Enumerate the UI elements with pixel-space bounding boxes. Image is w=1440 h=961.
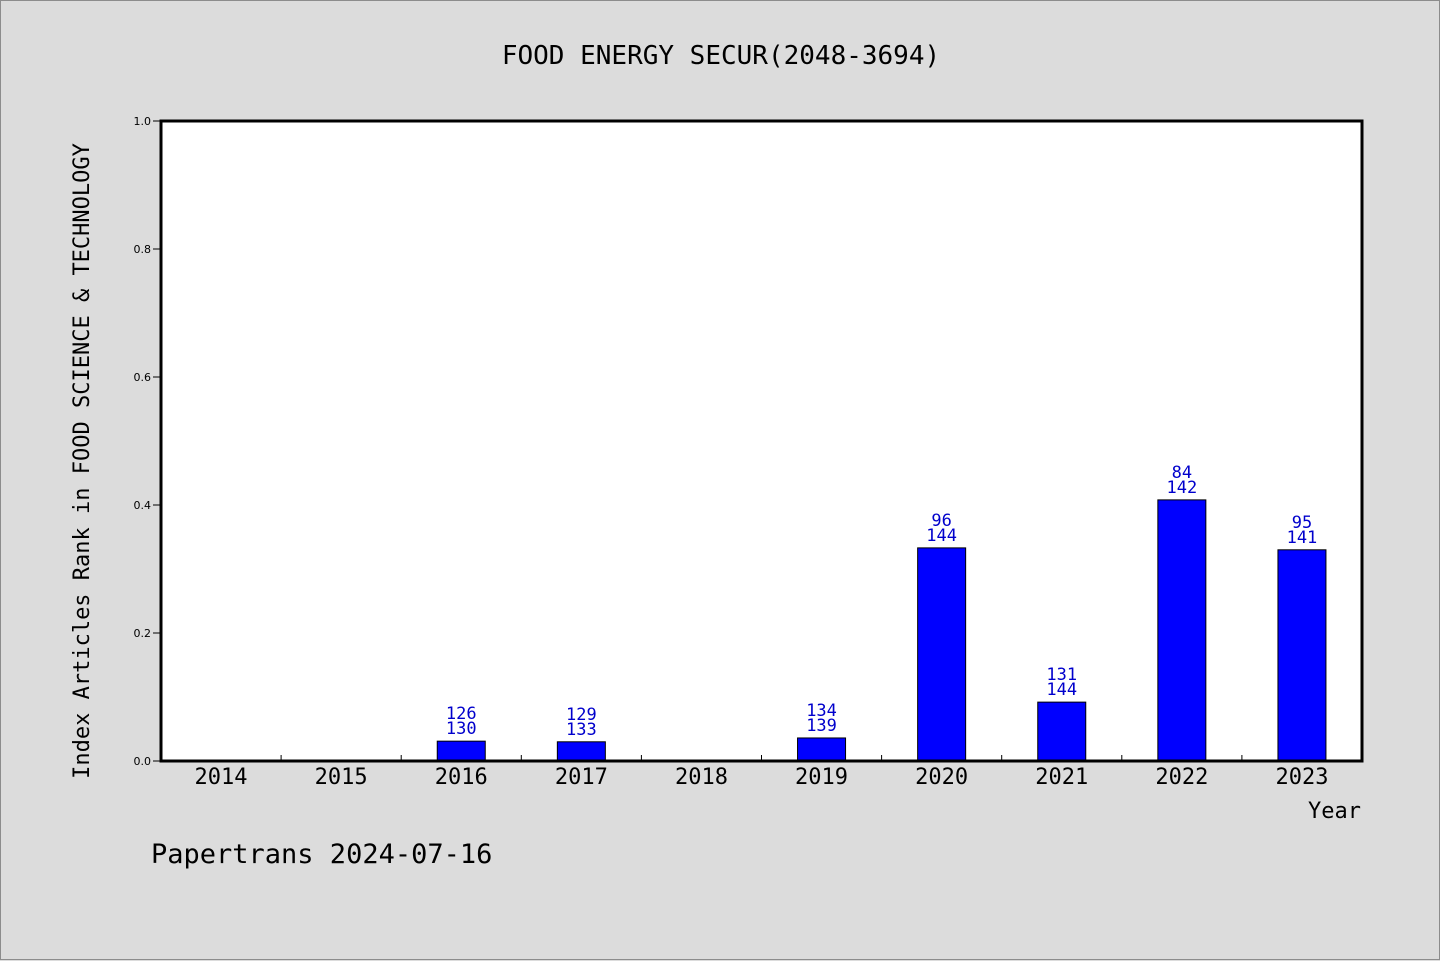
bars-group xyxy=(436,499,1327,762)
bar-label-bottom-2021: 144 xyxy=(1046,680,1077,700)
y-tick-label: 0.0 xyxy=(134,755,152,768)
bar-label-top-2022: 84 xyxy=(1172,463,1192,483)
bar-label-top-2016: 126 xyxy=(446,704,477,724)
x-tick-label-2021: 2021 xyxy=(1035,765,1088,790)
y-tick-label: 0.2 xyxy=(134,627,152,640)
y-tick-label: 0.6 xyxy=(134,371,152,384)
bar-label-bottom-2016: 130 xyxy=(446,719,477,739)
bar-label-top-2023: 95 xyxy=(1292,513,1312,533)
bar-2023 xyxy=(1277,549,1327,762)
bar-2021 xyxy=(1037,701,1087,762)
bar-label-top-2019: 134 xyxy=(806,701,837,721)
x-tick-label-2019: 2019 xyxy=(795,765,848,790)
bar-2022 xyxy=(1157,499,1207,762)
bar-label-bottom-2022: 142 xyxy=(1166,478,1197,498)
bar-2019 xyxy=(797,737,847,762)
bar-label-top-2017: 129 xyxy=(566,705,597,725)
bar-label-top-2021: 131 xyxy=(1046,665,1077,685)
chart-title: FOOD ENERGY SECUR(2048-3694) xyxy=(502,41,940,71)
bar-label-top-2020: 96 xyxy=(931,511,951,531)
x-axis-label: Year xyxy=(1308,799,1361,824)
y-axis-ticks: 0.0 0.2 0.4 0.6 0.8 1.0 xyxy=(134,115,161,768)
x-tick-label-2022: 2022 xyxy=(1155,765,1208,790)
plot-border xyxy=(159,119,1364,763)
footer-credit: Papertrans 2024-07-16 xyxy=(151,839,492,870)
x-tick-label-2015: 2015 xyxy=(315,765,368,790)
bar-label-bottom-2017: 133 xyxy=(566,720,597,740)
x-tick-label-2014: 2014 xyxy=(195,765,248,790)
y-axis-label: Index Articles Rank in FOOD SCIENCE & TE… xyxy=(70,143,95,779)
bar-label-bottom-2019: 139 xyxy=(806,716,837,736)
x-tick-label-2017: 2017 xyxy=(555,765,608,790)
bar-label-bottom-2020: 144 xyxy=(926,526,957,546)
y-tick-label: 0.4 xyxy=(134,499,152,512)
x-tick-label-2023: 2023 xyxy=(1275,765,1328,790)
bar-2016 xyxy=(436,740,486,762)
x-tick-label-2016: 2016 xyxy=(435,765,488,790)
x-axis-ticks: 2014 2015 2016 2017 2018 2019 2020 2021 2022 2023 xyxy=(195,755,1328,790)
bar-label-bottom-2023: 141 xyxy=(1287,528,1318,548)
x-tick-label-2020: 2020 xyxy=(915,765,968,790)
y-tick-label: 1.0 xyxy=(134,115,152,128)
bar-2017 xyxy=(556,741,606,762)
bar-2020 xyxy=(917,547,967,762)
y-tick-label: 0.8 xyxy=(134,243,152,256)
x-tick-label-2018: 2018 xyxy=(675,765,728,790)
